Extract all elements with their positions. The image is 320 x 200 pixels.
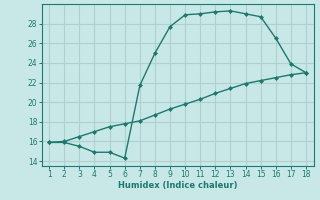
X-axis label: Humidex (Indice chaleur): Humidex (Indice chaleur)	[118, 181, 237, 190]
